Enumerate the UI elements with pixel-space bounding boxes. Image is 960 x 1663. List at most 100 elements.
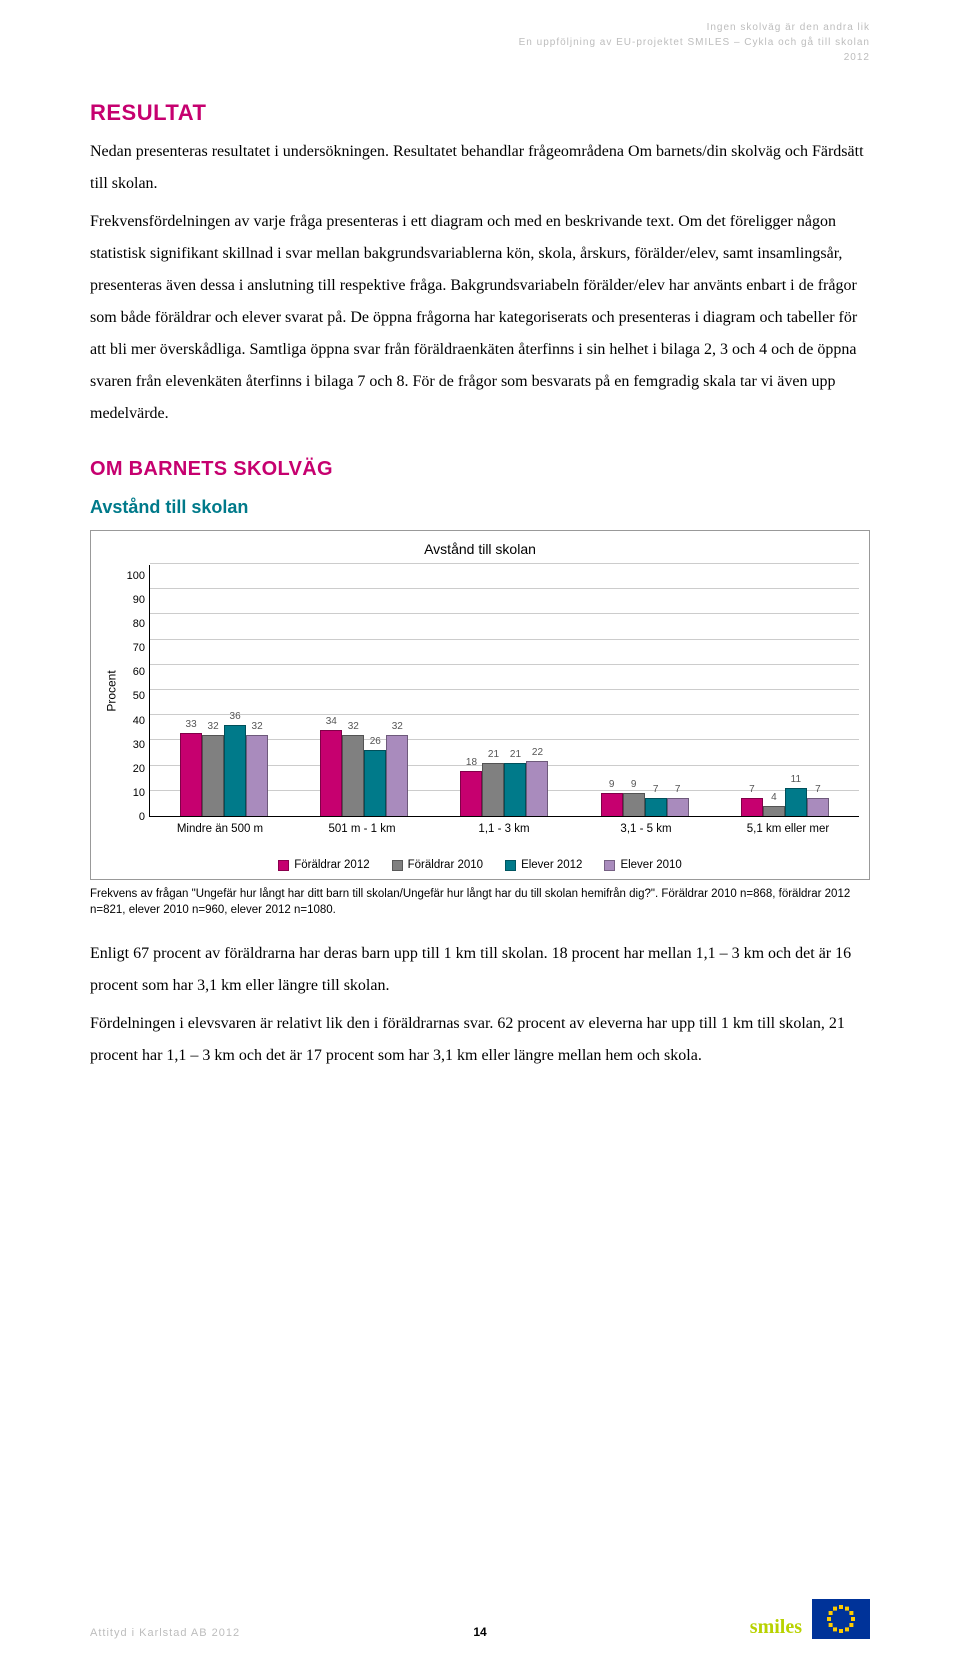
chart-legend: Föräldrar 2012 Föräldrar 2010 Elever 2012 E… xyxy=(101,859,859,871)
chart-legend-item: Föräldrar 2010 xyxy=(392,859,483,871)
chart-yticks: 1009080706050403020100 xyxy=(123,565,149,817)
chart-bar-value: 32 xyxy=(348,721,359,732)
footer-left: Attityd i Karlstad AB 2012 xyxy=(90,1627,240,1639)
chart-bar-group: 34322632 xyxy=(320,730,408,816)
chart-xlabel: 5,1 km eller mer xyxy=(717,823,859,835)
chart-container: Avstånd till skolan Procent 100908070605… xyxy=(90,530,870,880)
chart-gridline xyxy=(150,639,859,640)
chart-gridline xyxy=(150,563,859,564)
chart-bar-value: 9 xyxy=(631,779,637,790)
smiles-logo: smiles xyxy=(750,1616,802,1639)
chart-xlabel: 501 m - 1 km xyxy=(291,823,433,835)
chart-ylabel-col: Procent xyxy=(101,565,123,817)
chart-legend-swatch xyxy=(392,860,403,871)
chart-xlabel: 1,1 - 3 km xyxy=(433,823,575,835)
chart-bar-value: 21 xyxy=(488,749,499,760)
chart-bar-value: 36 xyxy=(230,711,241,722)
para-result-1: Enligt 67 procent av föräldrarna har der… xyxy=(90,938,870,1002)
header-line2: En uppföljning av EU-projektet SMILES – … xyxy=(519,35,870,50)
chart-ytick: 60 xyxy=(123,667,145,678)
chart-bar: 34 xyxy=(320,730,342,816)
chart-bar-value: 26 xyxy=(370,736,381,747)
chart-bar: 33 xyxy=(180,733,202,816)
chart-bar: 22 xyxy=(526,761,548,816)
chart-bar: 32 xyxy=(202,735,224,816)
eu-flag-icon xyxy=(812,1599,870,1639)
chart-bar-value: 21 xyxy=(510,749,521,760)
chart-legend-item: Elever 2012 xyxy=(505,859,582,871)
footer-page-number: 14 xyxy=(473,1625,486,1639)
chart-legend-swatch xyxy=(278,860,289,871)
chart-legend-label: Elever 2012 xyxy=(521,859,582,871)
footer-logos: smiles xyxy=(750,1599,870,1639)
chart-bar-value: 32 xyxy=(208,721,219,732)
page-footer: Attityd i Karlstad AB 2012 14 smiles xyxy=(90,1599,870,1639)
chart-bar-value: 11 xyxy=(791,774,801,785)
chart-bar: 7 xyxy=(667,798,689,816)
chart-bar-group: 9977 xyxy=(601,793,689,816)
chart-title: Avstånd till skolan xyxy=(101,541,859,557)
heading-skolvag: OM BARNETS SKOLVÄG xyxy=(90,458,870,481)
chart-ytick: 80 xyxy=(123,619,145,630)
chart-legend-label: Föräldrar 2012 xyxy=(294,859,369,871)
chart-xlabel: 3,1 - 5 km xyxy=(575,823,717,835)
chart-ytick: 50 xyxy=(123,691,145,702)
chart-bar-value: 34 xyxy=(326,716,337,727)
chart-gridline xyxy=(150,689,859,690)
header-meta: Ingen skolväg är den andra lik En uppföl… xyxy=(519,20,870,65)
chart-caption: Frekvens av frågan "Ungefär hur långt ha… xyxy=(90,886,870,918)
chart-bar-value: 33 xyxy=(186,719,197,730)
chart-ytick: 10 xyxy=(123,788,145,799)
chart-gridline xyxy=(150,714,859,715)
chart-ytick: 0 xyxy=(123,812,145,823)
chart-bar: 9 xyxy=(623,793,645,816)
chart-bar-value: 7 xyxy=(815,784,821,795)
chart-bar: 7 xyxy=(807,798,829,816)
chart-gridline xyxy=(150,664,859,665)
chart-plot: 333236323432263218212122997774117 xyxy=(149,565,859,817)
chart-bar: 21 xyxy=(504,763,526,816)
chart-bar: 4 xyxy=(763,806,785,816)
chart-legend-item: Elever 2010 xyxy=(604,859,681,871)
chart-legend-item: Föräldrar 2012 xyxy=(278,859,369,871)
chart-bar-value: 7 xyxy=(675,784,681,795)
chart-ytick: 30 xyxy=(123,740,145,751)
chart-ytick: 40 xyxy=(123,716,145,727)
chart-bar-group: 18212122 xyxy=(460,761,548,816)
chart-bar: 11 xyxy=(785,788,807,816)
chart-bar-value: 18 xyxy=(466,757,477,768)
chart-legend-swatch xyxy=(604,860,615,871)
chart-ytick: 90 xyxy=(123,595,145,606)
chart-bar: 36 xyxy=(224,725,246,816)
chart-legend-label: Elever 2010 xyxy=(620,859,681,871)
chart-body: Procent 1009080706050403020100 333236323… xyxy=(101,565,859,817)
chart-bar-value: 4 xyxy=(771,792,777,803)
para-method: Frekvensfördelningen av varje fråga pres… xyxy=(90,206,870,430)
chart-ytick: 20 xyxy=(123,764,145,775)
chart-bar: 32 xyxy=(246,735,268,816)
para-result-2: Fördelningen i elevsvaren är relativt li… xyxy=(90,1008,870,1072)
chart-bar-value: 7 xyxy=(653,784,659,795)
chart-bar-value: 22 xyxy=(532,747,543,758)
chart-ylabel: Procent xyxy=(105,670,119,711)
chart-bar: 7 xyxy=(741,798,763,816)
chart-gridline xyxy=(150,588,859,589)
chart-bar-value: 32 xyxy=(252,721,263,732)
chart-legend-swatch xyxy=(505,860,516,871)
chart-ytick: 100 xyxy=(123,571,145,582)
chart-bar: 32 xyxy=(386,735,408,816)
chart-gridline xyxy=(150,613,859,614)
chart-legend-label: Föräldrar 2010 xyxy=(408,859,483,871)
chart-bar-group: 74117 xyxy=(741,788,829,816)
chart-bar: 26 xyxy=(364,750,386,816)
chart-bar-value: 9 xyxy=(609,779,615,790)
chart-bar: 32 xyxy=(342,735,364,816)
chart-bar-group: 33323632 xyxy=(180,725,268,816)
header-line1: Ingen skolväg är den andra lik xyxy=(519,20,870,35)
chart-bar: 7 xyxy=(645,798,667,816)
header-line3: 2012 xyxy=(519,50,870,65)
chart-bar-value: 7 xyxy=(749,784,755,795)
chart-bar: 18 xyxy=(460,771,482,816)
para-intro: Nedan presenteras resultatet i undersökn… xyxy=(90,136,870,200)
heading-resultat: RESULTAT xyxy=(90,100,870,126)
